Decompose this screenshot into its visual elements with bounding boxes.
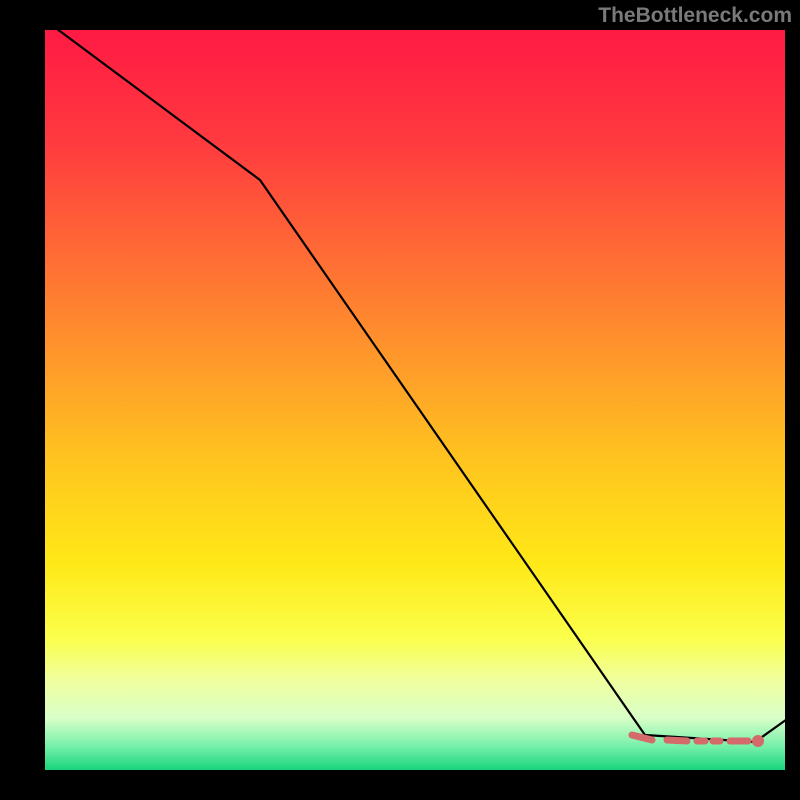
chart-svg: TheBottleneck.com (0, 0, 800, 800)
marker-segment (667, 740, 687, 741)
marker-dot (752, 735, 764, 747)
chart-container: TheBottleneck.com (0, 0, 800, 800)
watermark-text: TheBottleneck.com (598, 4, 792, 27)
plot-background (45, 30, 785, 770)
marker-segment (632, 735, 652, 740)
